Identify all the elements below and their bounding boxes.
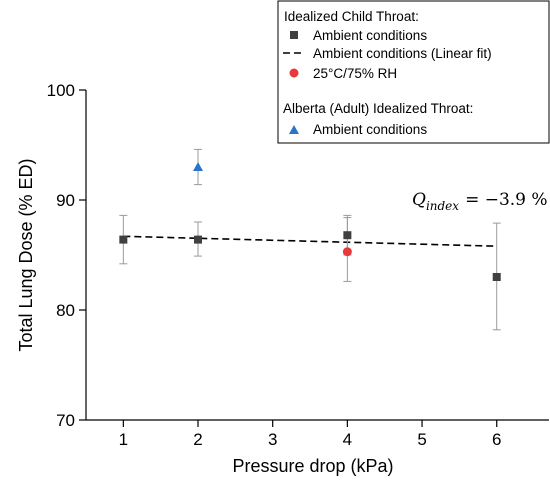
legend: Idealized Child Throat: Ambient conditio… [277, 0, 550, 144]
legend-box [277, 0, 550, 144]
x-tick-label: 1 [119, 430, 128, 449]
q-index-annotation: Qindex = −3.9 % [412, 190, 548, 213]
q-subscript: index [426, 199, 459, 213]
legend-item-linear-fit: Ambient conditions (Linear fit) [313, 46, 492, 61]
legend-group-2-title: Alberta (Adult) Idealized Throat: [283, 101, 473, 116]
x-ticks: 1 2 3 4 5 6 [119, 420, 501, 449]
legend-group-1-title: Idealized Child Throat: [284, 9, 419, 24]
y-ticks: 70 80 90 100 [47, 81, 86, 430]
x-axis-title: Pressure drop (kPa) [232, 456, 393, 476]
legend-item-ambient-adult: Ambient conditions [313, 122, 427, 137]
y-tick-label: 70 [56, 411, 75, 430]
legend-item-humid: 25°C/75% RH [313, 66, 397, 81]
svg-text:Qindex= −3.9 %: Qindex = −3.9 % [412, 190, 548, 213]
data-point-square [194, 235, 203, 244]
error-bars [119, 148, 501, 331]
data-point-square [492, 273, 501, 281]
q-value: = −3.9 % [465, 190, 548, 210]
data-point-triangle [193, 162, 204, 171]
x-tick-label: 6 [492, 430, 501, 449]
q-symbol: Q [412, 190, 426, 210]
fit-line-layer [123, 235, 497, 247]
y-tick-label: 90 [56, 191, 75, 210]
linear-fit-line [123, 235, 497, 247]
data-point-circle [342, 247, 352, 257]
legend-circle-marker [289, 68, 299, 78]
y-tick-label: 80 [56, 301, 75, 320]
data-point-square [119, 235, 128, 244]
y-tick-label: 100 [47, 81, 75, 100]
data-point-square [343, 231, 352, 240]
x-tick-label: 3 [268, 430, 277, 449]
x-tick-label: 4 [343, 430, 352, 449]
x-tick-label: 5 [417, 430, 426, 449]
x-tick-label: 2 [193, 430, 202, 449]
legend-triangle-marker [289, 125, 299, 134]
legend-item-ambient-child: Ambient conditions [313, 28, 427, 43]
legend-square-marker [290, 31, 298, 39]
axes [85, 90, 549, 421]
data-markers [119, 162, 501, 281]
y-axis-title: Total Lung Dose (% ED) [16, 158, 36, 351]
